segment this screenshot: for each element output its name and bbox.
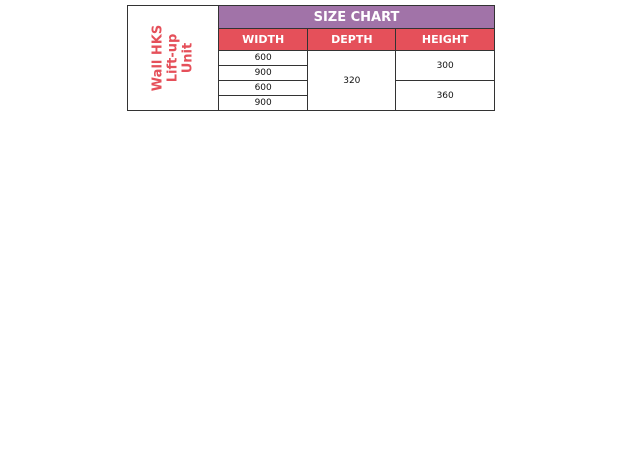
height-cell: 300 bbox=[395, 50, 495, 81]
depth-cell: 320 bbox=[307, 50, 397, 111]
product-label-line: Unit bbox=[180, 42, 196, 74]
width-cell: 900 bbox=[217, 95, 309, 111]
table-title: SIZE CHART bbox=[218, 5, 495, 29]
header-depth: DEPTH bbox=[307, 28, 397, 51]
width-cell: 600 bbox=[217, 80, 309, 96]
width-cell: 600 bbox=[217, 50, 309, 66]
product-label-line: Lift-up bbox=[165, 33, 181, 83]
header-height: HEIGHT bbox=[395, 28, 495, 51]
header-width: WIDTH bbox=[217, 28, 309, 51]
product-label-line: Wall HKS bbox=[150, 24, 166, 92]
height-cell: 360 bbox=[395, 80, 495, 111]
product-label: Wall HKS Lift-up Unit bbox=[151, 25, 196, 91]
product-label-cell: Wall HKS Lift-up Unit bbox=[127, 5, 219, 111]
size-chart-table: Wall HKS Lift-up Unit SIZE CHART WIDTH D… bbox=[127, 5, 495, 111]
width-cell: 900 bbox=[217, 65, 309, 81]
